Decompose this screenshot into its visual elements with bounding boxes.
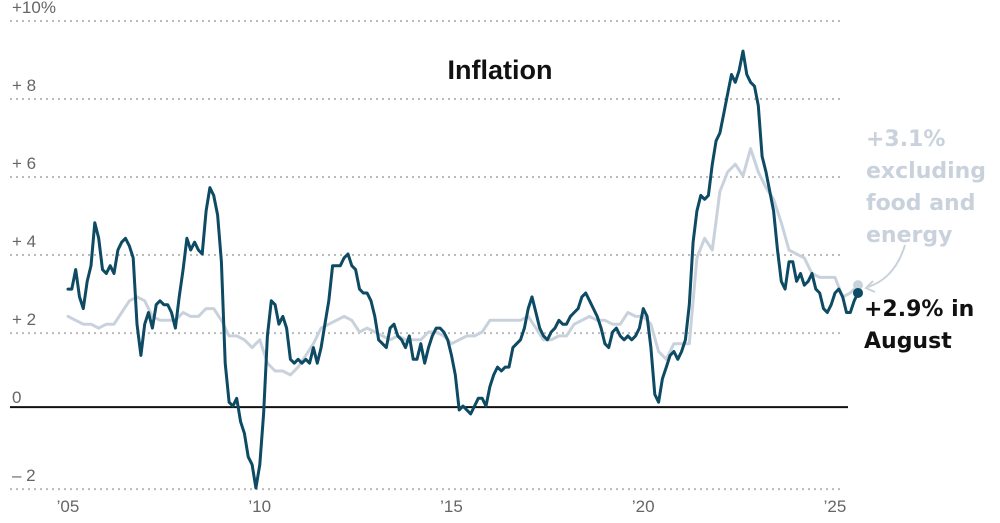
annotation-headline-label: +2.9% in <box>864 297 974 322</box>
annotation-callout-arrow <box>867 244 906 288</box>
series-line-headline <box>66 49 860 490</box>
y-tick-label: + 6 <box>12 154 36 173</box>
annotation-core-label: energy <box>866 223 952 248</box>
annotation-core-label: +3.1% <box>866 127 945 152</box>
series-endpoint-headline <box>853 287 864 298</box>
annotation-core-label: food and <box>866 191 975 216</box>
y-axis-ticks: +10% + 8 + 6 + 4 + 2 0 – 2 <box>12 0 56 485</box>
y-tick-label: – 2 <box>12 466 36 485</box>
annotations: +3.1% excluding food and energy +2.9% in Augu… <box>864 127 986 354</box>
y-tick-label: + 8 <box>12 76 36 95</box>
x-tick-label: ’20 <box>632 497 655 516</box>
series-layer <box>66 49 864 490</box>
y-tick-label: + 2 <box>12 310 36 329</box>
annotation-headline-label: August <box>864 329 952 354</box>
annotation-core-label: excluding <box>866 159 986 184</box>
grid <box>10 20 840 491</box>
series-line-core <box>66 147 860 377</box>
y-tick-label: +10% <box>12 0 56 17</box>
chart-title: Inflation <box>448 55 553 85</box>
y-tick-label: + 4 <box>12 232 36 251</box>
x-axis-ticks: ’05 ’10 ’15 ’20 ’25 <box>57 497 847 516</box>
x-tick-label: ’25 <box>824 497 847 516</box>
x-tick-label: ’15 <box>440 497 463 516</box>
x-tick-label: ’05 <box>57 497 80 516</box>
series-endpoint-core <box>853 280 864 291</box>
x-tick-label: ’10 <box>248 497 271 516</box>
annotation-arrowhead <box>864 280 876 293</box>
y-tick-label: 0 <box>12 388 21 407</box>
